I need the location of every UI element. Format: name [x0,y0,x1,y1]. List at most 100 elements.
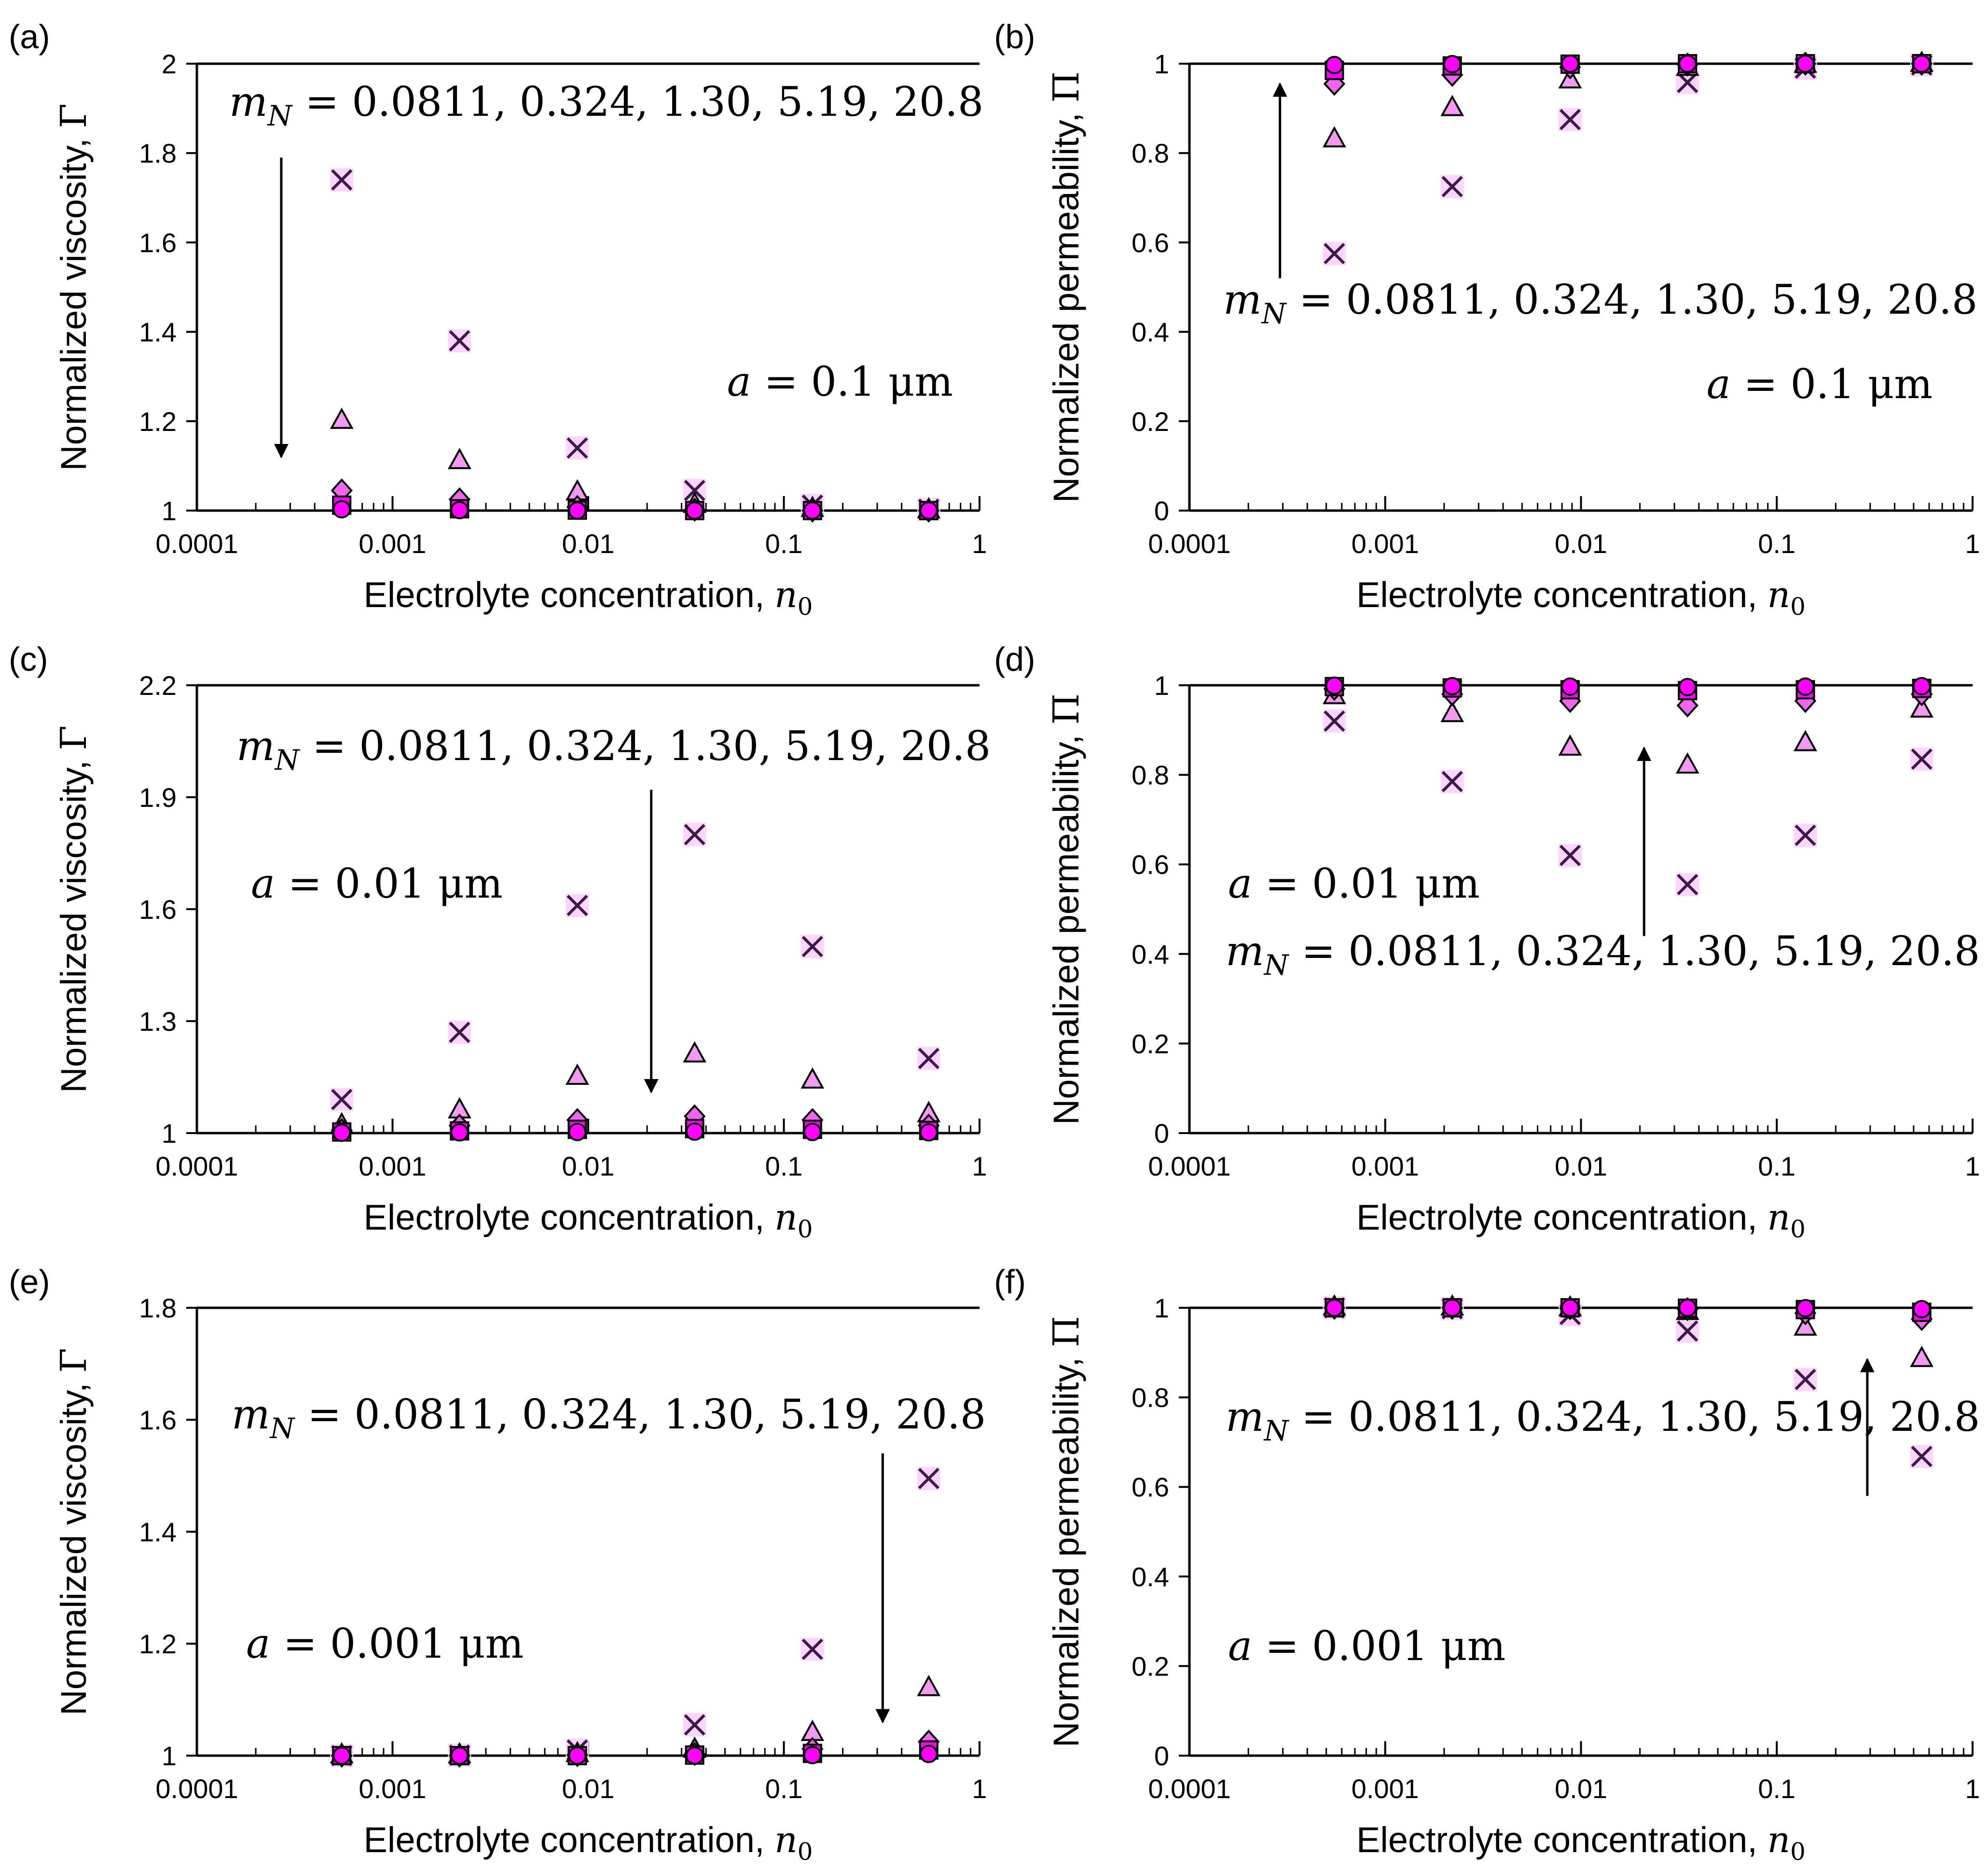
x-tick-label: 0.01 [562,1773,615,1804]
y-tick-label: 0.4 [1132,1562,1169,1592]
panel-label: (e) [9,1263,50,1301]
mN-sub: N [274,744,301,776]
marker-cross-stroke [1559,109,1581,130]
y-tick-label: 0.2 [1132,406,1169,437]
marker-cross-stroke [566,895,588,916]
x-tick-label: 1 [972,1151,987,1181]
mN-values: = 0.0811, 0.324, 1.30, 5.19, 20.8 [1286,276,1977,323]
marker-circle [1443,677,1462,695]
marker-triangle [683,1041,707,1063]
mN-var: m [229,78,268,125]
y-axis-title-sym: Π [1046,1316,1087,1347]
mN-annotation: mN = 0.0811, 0.324, 1.30, 5.19, 20.8 [232,1391,986,1445]
x-tick-label: 0.1 [1758,1773,1795,1804]
x-axis-title-sub: 0 [1790,593,1806,621]
x-tick-label: 0.0001 [155,528,238,559]
x-axis-title-sub: 0 [798,1838,813,1866]
marker-cross [1910,748,1933,771]
marker-cross-stroke [918,1048,939,1069]
y-tick-label: 1.4 [139,1517,177,1547]
marker-circle [1325,676,1344,695]
marker-cross [1676,1319,1699,1343]
marker-circle [803,1122,822,1141]
y-tick-label: 2 [162,49,177,79]
marker-circle [803,501,822,520]
marker-triangle [447,448,471,470]
panel-c: (c) 1 1.3 1.6 1.9 2.2 0.0001 0.001 0.01 0.1 1 Elect… [9,640,991,1243]
panel-label: (a) [9,18,50,55]
marker-cross [1558,844,1582,867]
marker-cross-stroke [1677,1320,1698,1342]
y-tick-label: 0.4 [1132,317,1169,347]
radius-value: = 0.001 μm [1252,1622,1505,1670]
x-tick-label: 0.01 [1555,1773,1607,1804]
marker-circle [1796,1299,1815,1317]
x-tick-label: 0.0001 [1148,528,1230,559]
radius-var: a [251,860,275,907]
x-axis-title-text: Electrolyte concentration, [1356,575,1767,615]
radius-value: = 0.001 μm [270,1620,524,1667]
marker-circle [803,1745,822,1764]
x-axis-title: Electrolyte concentration, n0 [364,574,813,621]
marker-circle [1443,55,1462,73]
x-tick-label: 0.01 [562,1151,615,1181]
marker-circle [332,1123,351,1142]
x-tick-label: 0.01 [1555,1151,1607,1181]
marker-cross [1558,108,1582,131]
y-axis-title-sym: Γ [53,103,95,128]
y-tick-label: 1 [1154,1293,1169,1323]
marker-triangle [1558,734,1582,756]
marker-circle [685,501,704,520]
y-tick-label: 0.8 [1132,1383,1169,1413]
x-axis-title: Electrolyte concentration, n0 [1356,1197,1806,1243]
y-tick-label: 0.8 [1132,760,1169,790]
mN-sub: N [1263,1414,1290,1447]
marker-cross-stroke [684,1714,705,1736]
radius-var: a [1228,1622,1252,1670]
x-axis-title-var: n [1767,1197,1790,1238]
x-tick-label: 0.001 [1352,1773,1419,1804]
marker-cross [1323,709,1346,733]
marker-cross [683,823,706,846]
marker-cross [1440,770,1464,793]
x-axis-title-sub: 0 [798,1215,813,1243]
y-tick-label: 1.2 [139,406,177,437]
marker-cross-stroke [1559,845,1581,866]
panel-label: (d) [994,640,1035,678]
y-axis-title: Normalized viscosity, Γ [53,725,95,1093]
y-axis-title-text: Normalized viscosity, [54,128,94,471]
marker-triangle [566,1063,589,1085]
y-tick-label: 1.4 [139,317,177,347]
marker-triangle [1910,696,1934,718]
marker-circle [919,1745,938,1763]
marker-triangle [801,1067,825,1089]
mN-values: = 0.0811, 0.324, 1.30, 5.19, 20.8 [294,1391,986,1438]
marker-cross [801,1637,824,1661]
x-tick-label: 0.01 [562,528,615,559]
marker-cross [1440,175,1464,198]
marker-circle [568,501,587,520]
marker-circle [450,1123,469,1142]
x-axis-title-var: n [774,574,798,616]
marker-cross [683,1713,706,1737]
y-axis-title: Normalized permeability, Π [1046,1316,1087,1747]
x-tick-label: 0.0001 [155,1151,238,1181]
panel-label: (b) [994,18,1035,55]
x-axis-title-text: Electrolyte concentration, [1356,1820,1767,1860]
mN-annotation: mN = 0.0811, 0.324, 1.30, 5.19, 20.8 [229,78,983,132]
marker-cross [1794,823,1817,847]
radius-annotation: a = 0.1 μm [1707,360,1933,408]
marker-cross-stroke [449,1022,470,1043]
y-tick-label: 1.9 [139,782,177,813]
radius-var: a [727,358,751,405]
y-axis-title: Normalized viscosity, Γ [53,1348,95,1715]
y-axis-title-text: Normalized permeability, [1046,1347,1086,1747]
panel-a: (a) 1 1.2 1.4 1.6 1.8 2 0.0001 0.001 0.01 0.1 1 Elec… [9,18,987,621]
x-tick-label: 0.1 [765,1773,803,1804]
radius-annotation: a = 0.01 μm [251,860,503,907]
marker-circle [1560,1299,1579,1317]
x-axis-title-text: Electrolyte concentration, [364,1820,774,1860]
marker-cross-stroke [1441,176,1463,197]
marker-circle [685,1746,704,1765]
y-tick-label: 1 [1154,49,1169,79]
